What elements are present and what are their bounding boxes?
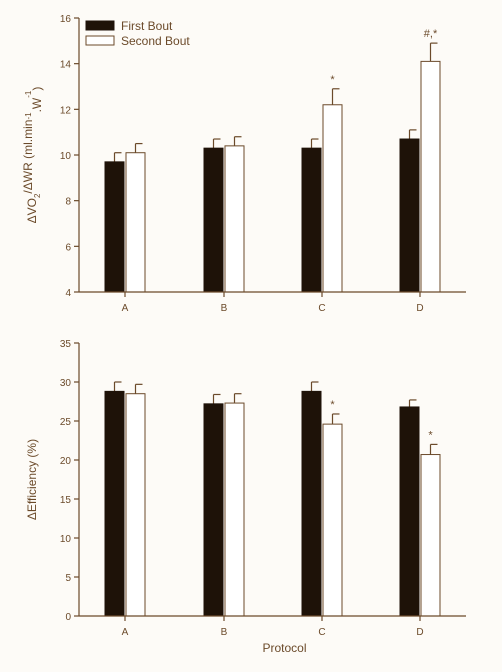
legend-swatch-second-bout <box>85 35 115 46</box>
significance-marker: * <box>330 74 335 86</box>
bar-first-bout <box>203 147 224 293</box>
x-tick-label: B <box>221 627 228 638</box>
bar-second-bout <box>125 393 146 617</box>
y-tick-label: 14 <box>60 60 72 71</box>
bar-first-bout <box>203 403 224 617</box>
bar-first-bout <box>104 161 125 293</box>
y-tick-label: 0 <box>65 612 71 623</box>
y-tick-label: 5 <box>65 573 71 584</box>
y-tick-label: 4 <box>65 288 71 299</box>
y-tick-label: 25 <box>60 417 72 428</box>
y-axis-label-part: ) <box>30 87 44 91</box>
y-axis-label-part: /ΔWR (ml.min <box>21 120 35 194</box>
y-tick-label: 15 <box>60 495 72 506</box>
y-tick-label: 20 <box>60 456 72 467</box>
bar-second-bout <box>125 152 146 293</box>
x-tick-label: D <box>416 627 423 638</box>
bar-second-bout <box>322 104 343 293</box>
y-axis-label: ΔVO2/ΔWR (ml.min-1.W-1) <box>21 87 44 224</box>
x-axis-label: Protocol <box>262 641 306 655</box>
bar-second-bout <box>420 60 441 293</box>
y-tick-label: 16 <box>60 14 72 25</box>
y-axis-label: ΔEfficiency (%) <box>25 439 39 520</box>
y-tick-label: 10 <box>60 151 72 162</box>
significance-marker: * <box>330 399 335 411</box>
x-tick-label: A <box>122 627 129 638</box>
y-tick-label: 35 <box>60 339 72 350</box>
y-axis-label-part: .W <box>30 97 44 112</box>
legend-swatch-first-bout <box>85 20 115 31</box>
y-axis-label-part: 2 <box>33 193 42 198</box>
y-tick-label: 30 <box>60 378 72 389</box>
y-tick-label: 8 <box>65 197 71 208</box>
y-tick-label: 6 <box>65 242 71 253</box>
y-axis-label-part: -1 <box>24 90 33 98</box>
legend-label: Second Bout <box>121 34 190 48</box>
bar-second-bout <box>224 145 245 293</box>
legend-label: First Bout <box>121 19 173 33</box>
panel-efficiency: * * 0 5 10 15 20 25 30 35 A B C D ΔEfficiency (%) Proto… <box>25 339 466 655</box>
x-tick-label: D <box>416 303 423 314</box>
x-tick-label: B <box>221 303 228 314</box>
y-axis-label-part: ΔVO <box>25 198 39 223</box>
bar-first-bout <box>301 390 322 617</box>
bar-first-bout <box>399 138 420 293</box>
significance-marker: #,* <box>424 28 438 40</box>
x-tick-label: A <box>122 303 129 314</box>
bar-first-bout <box>104 390 125 617</box>
bar-first-bout <box>301 147 322 293</box>
bar-first-bout <box>399 406 420 617</box>
bar-second-bout <box>224 402 245 617</box>
y-tick-label: 12 <box>60 105 72 116</box>
significance-marker: * <box>428 429 433 441</box>
bar-second-bout <box>322 423 343 617</box>
bar-second-bout <box>420 454 441 617</box>
x-tick-label: C <box>318 303 325 314</box>
y-axis-label-part: -1 <box>24 112 33 120</box>
x-tick-label: C <box>318 627 325 638</box>
y-tick-label: 10 <box>60 534 72 545</box>
